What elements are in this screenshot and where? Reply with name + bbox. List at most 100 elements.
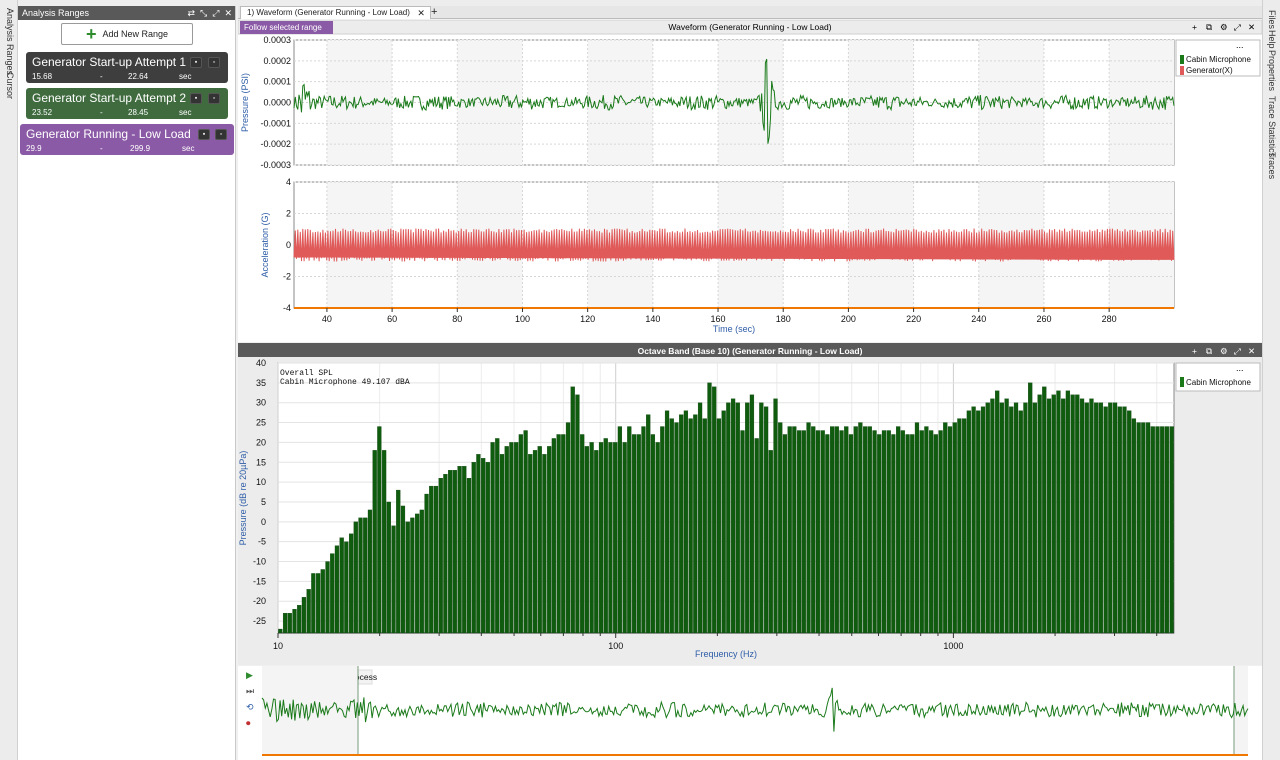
trash-icon[interactable]: ▪: [190, 93, 202, 104]
bar: [1164, 426, 1170, 634]
x-tick-label: 80: [452, 314, 462, 324]
range-name: Generator Running - Low Load: [26, 127, 191, 141]
bar: [740, 430, 745, 634]
record-icon[interactable]: ⏺: [246, 718, 251, 728]
legend-item[interactable]: Generator(X): [1186, 66, 1233, 75]
analysis-ranges-panel: Analysis Ranges ⇄ ⤡ ⤢ ✕ + Add New Range …: [18, 6, 236, 760]
series-line-cabin-microphone: [293, 58, 1175, 144]
gear-icon[interactable]: ⚙: [1220, 22, 1228, 32]
expand-icon[interactable]: ⤢: [212, 8, 220, 18]
analysis-overview-panel: ▶ ⏭ ⟲ ⏺ Analysis Mode: Post process: [238, 666, 1262, 760]
legend-item[interactable]: Cabin Microphone: [1186, 55, 1251, 64]
dock-tab-cursor[interactable]: Cursor: [5, 72, 15, 100]
pin-icon[interactable]: ⤡: [200, 8, 208, 18]
bar: [1028, 382, 1033, 634]
bar: [990, 398, 995, 634]
trash-icon[interactable]: ▪: [198, 129, 210, 140]
dock-tab-analysis-ranges[interactable]: Analysis Ranges: [5, 8, 15, 76]
bar: [419, 509, 424, 634]
bar: [410, 517, 415, 634]
bar: [1122, 406, 1127, 634]
range-card[interactable]: Generator Start-up Attempt 1 ▪ ▫ 15.68 -…: [26, 52, 228, 83]
play-icon[interactable]: ▶: [246, 670, 253, 680]
bar: [919, 430, 924, 634]
bar: [297, 605, 302, 634]
bar: [1070, 394, 1075, 634]
bar: [952, 422, 957, 634]
add-new-range-button[interactable]: + Add New Range: [61, 23, 193, 45]
dock-tab-files[interactable]: Files: [1267, 10, 1277, 30]
bar: [702, 418, 707, 634]
close-icon[interactable]: ✕: [1248, 346, 1255, 356]
legend-item[interactable]: Cabin Microphone: [1186, 378, 1251, 387]
bar: [466, 477, 472, 634]
dock-tab-trace-statistics[interactable]: Trace Statistics: [1267, 96, 1277, 158]
bar: [660, 426, 665, 634]
bar: [372, 450, 377, 634]
bar: [292, 609, 297, 634]
octave-band-panel: Octave Band (Base 10) (Generator Running…: [238, 343, 1262, 665]
bar: [947, 426, 953, 634]
y-tick-label: 15: [256, 457, 266, 467]
bar: [315, 573, 321, 634]
waveform-title: Waveform (Generator Running - Low Load): [668, 22, 831, 32]
trash-icon[interactable]: ▪: [190, 57, 202, 68]
panel-toolbar: + ⧉ ⚙ ⤢ ✕: [1192, 22, 1255, 32]
bar: [641, 426, 646, 634]
loop-icon[interactable]: ⟲: [246, 702, 254, 712]
y-tick-label: 2: [286, 209, 291, 219]
bar: [924, 426, 929, 634]
bar: [985, 402, 990, 634]
x-tick-label: 140: [645, 314, 660, 324]
add-icon[interactable]: +: [1192, 346, 1197, 356]
step-icon[interactable]: ⏭: [246, 686, 254, 696]
bar: [523, 430, 528, 634]
add-tab-icon[interactable]: +: [431, 6, 438, 18]
overview-toolbar: ▶ ⏭ ⟲ ⏺: [246, 670, 254, 728]
range-card-selected[interactable]: Generator Running - Low Load ▪ ▫ 29.9 - …: [20, 124, 234, 155]
range-end: 28.45: [128, 108, 149, 117]
y-tick-label: 10: [256, 477, 266, 487]
bar: [1032, 402, 1037, 634]
bar: [537, 446, 542, 634]
bar: [914, 422, 920, 634]
dock-tab-help[interactable]: Help: [1267, 30, 1277, 49]
swap-icon[interactable]: ⇄: [187, 8, 196, 18]
copy-icon[interactable]: ⧉: [1206, 22, 1213, 32]
legend-swatch: [1180, 66, 1184, 75]
bar: [1004, 398, 1009, 634]
tab-waveform[interactable]: 1) Waveform (Generator Running - Low Loa…: [240, 6, 431, 19]
dock-tab-traces[interactable]: Traces: [1267, 152, 1277, 180]
bar: [1150, 426, 1155, 634]
close-icon[interactable]: ✕: [224, 8, 232, 18]
bar: [664, 410, 670, 634]
bar: [452, 470, 457, 634]
bar: [697, 402, 703, 634]
expand-icon[interactable]: ⤢: [1233, 346, 1241, 356]
lock-icon[interactable]: ▫: [215, 129, 227, 140]
add-icon[interactable]: +: [1192, 22, 1197, 32]
bar: [867, 426, 872, 634]
y-tick-label: 40: [256, 358, 266, 368]
bar: [627, 426, 632, 634]
bar: [759, 402, 764, 634]
bar: [613, 442, 618, 634]
dock-tab-properties[interactable]: Properties: [1267, 50, 1277, 92]
bar: [957, 418, 962, 634]
bar: [1013, 402, 1019, 634]
close-tab-icon[interactable]: ✕: [417, 8, 425, 18]
legend-menu-icon[interactable]: ...: [1236, 363, 1244, 373]
close-icon[interactable]: ✕: [1248, 22, 1255, 32]
bar: [749, 394, 755, 634]
expand-icon[interactable]: ⤢: [1233, 22, 1241, 32]
copy-icon[interactable]: ⧉: [1206, 346, 1213, 356]
lock-icon[interactable]: ▫: [208, 93, 220, 104]
y-tick-label: 25: [256, 418, 266, 428]
bar: [514, 442, 519, 634]
range-start: 15.68: [32, 72, 53, 81]
follow-selected-range-button[interactable]: Follow selected range: [240, 21, 333, 34]
legend-menu-icon[interactable]: ...: [1236, 40, 1244, 50]
gear-icon[interactable]: ⚙: [1220, 346, 1228, 356]
lock-icon[interactable]: ▫: [208, 57, 220, 68]
range-card[interactable]: Generator Start-up Attempt 2 ▪ ▫ 23.52 -…: [26, 88, 228, 119]
